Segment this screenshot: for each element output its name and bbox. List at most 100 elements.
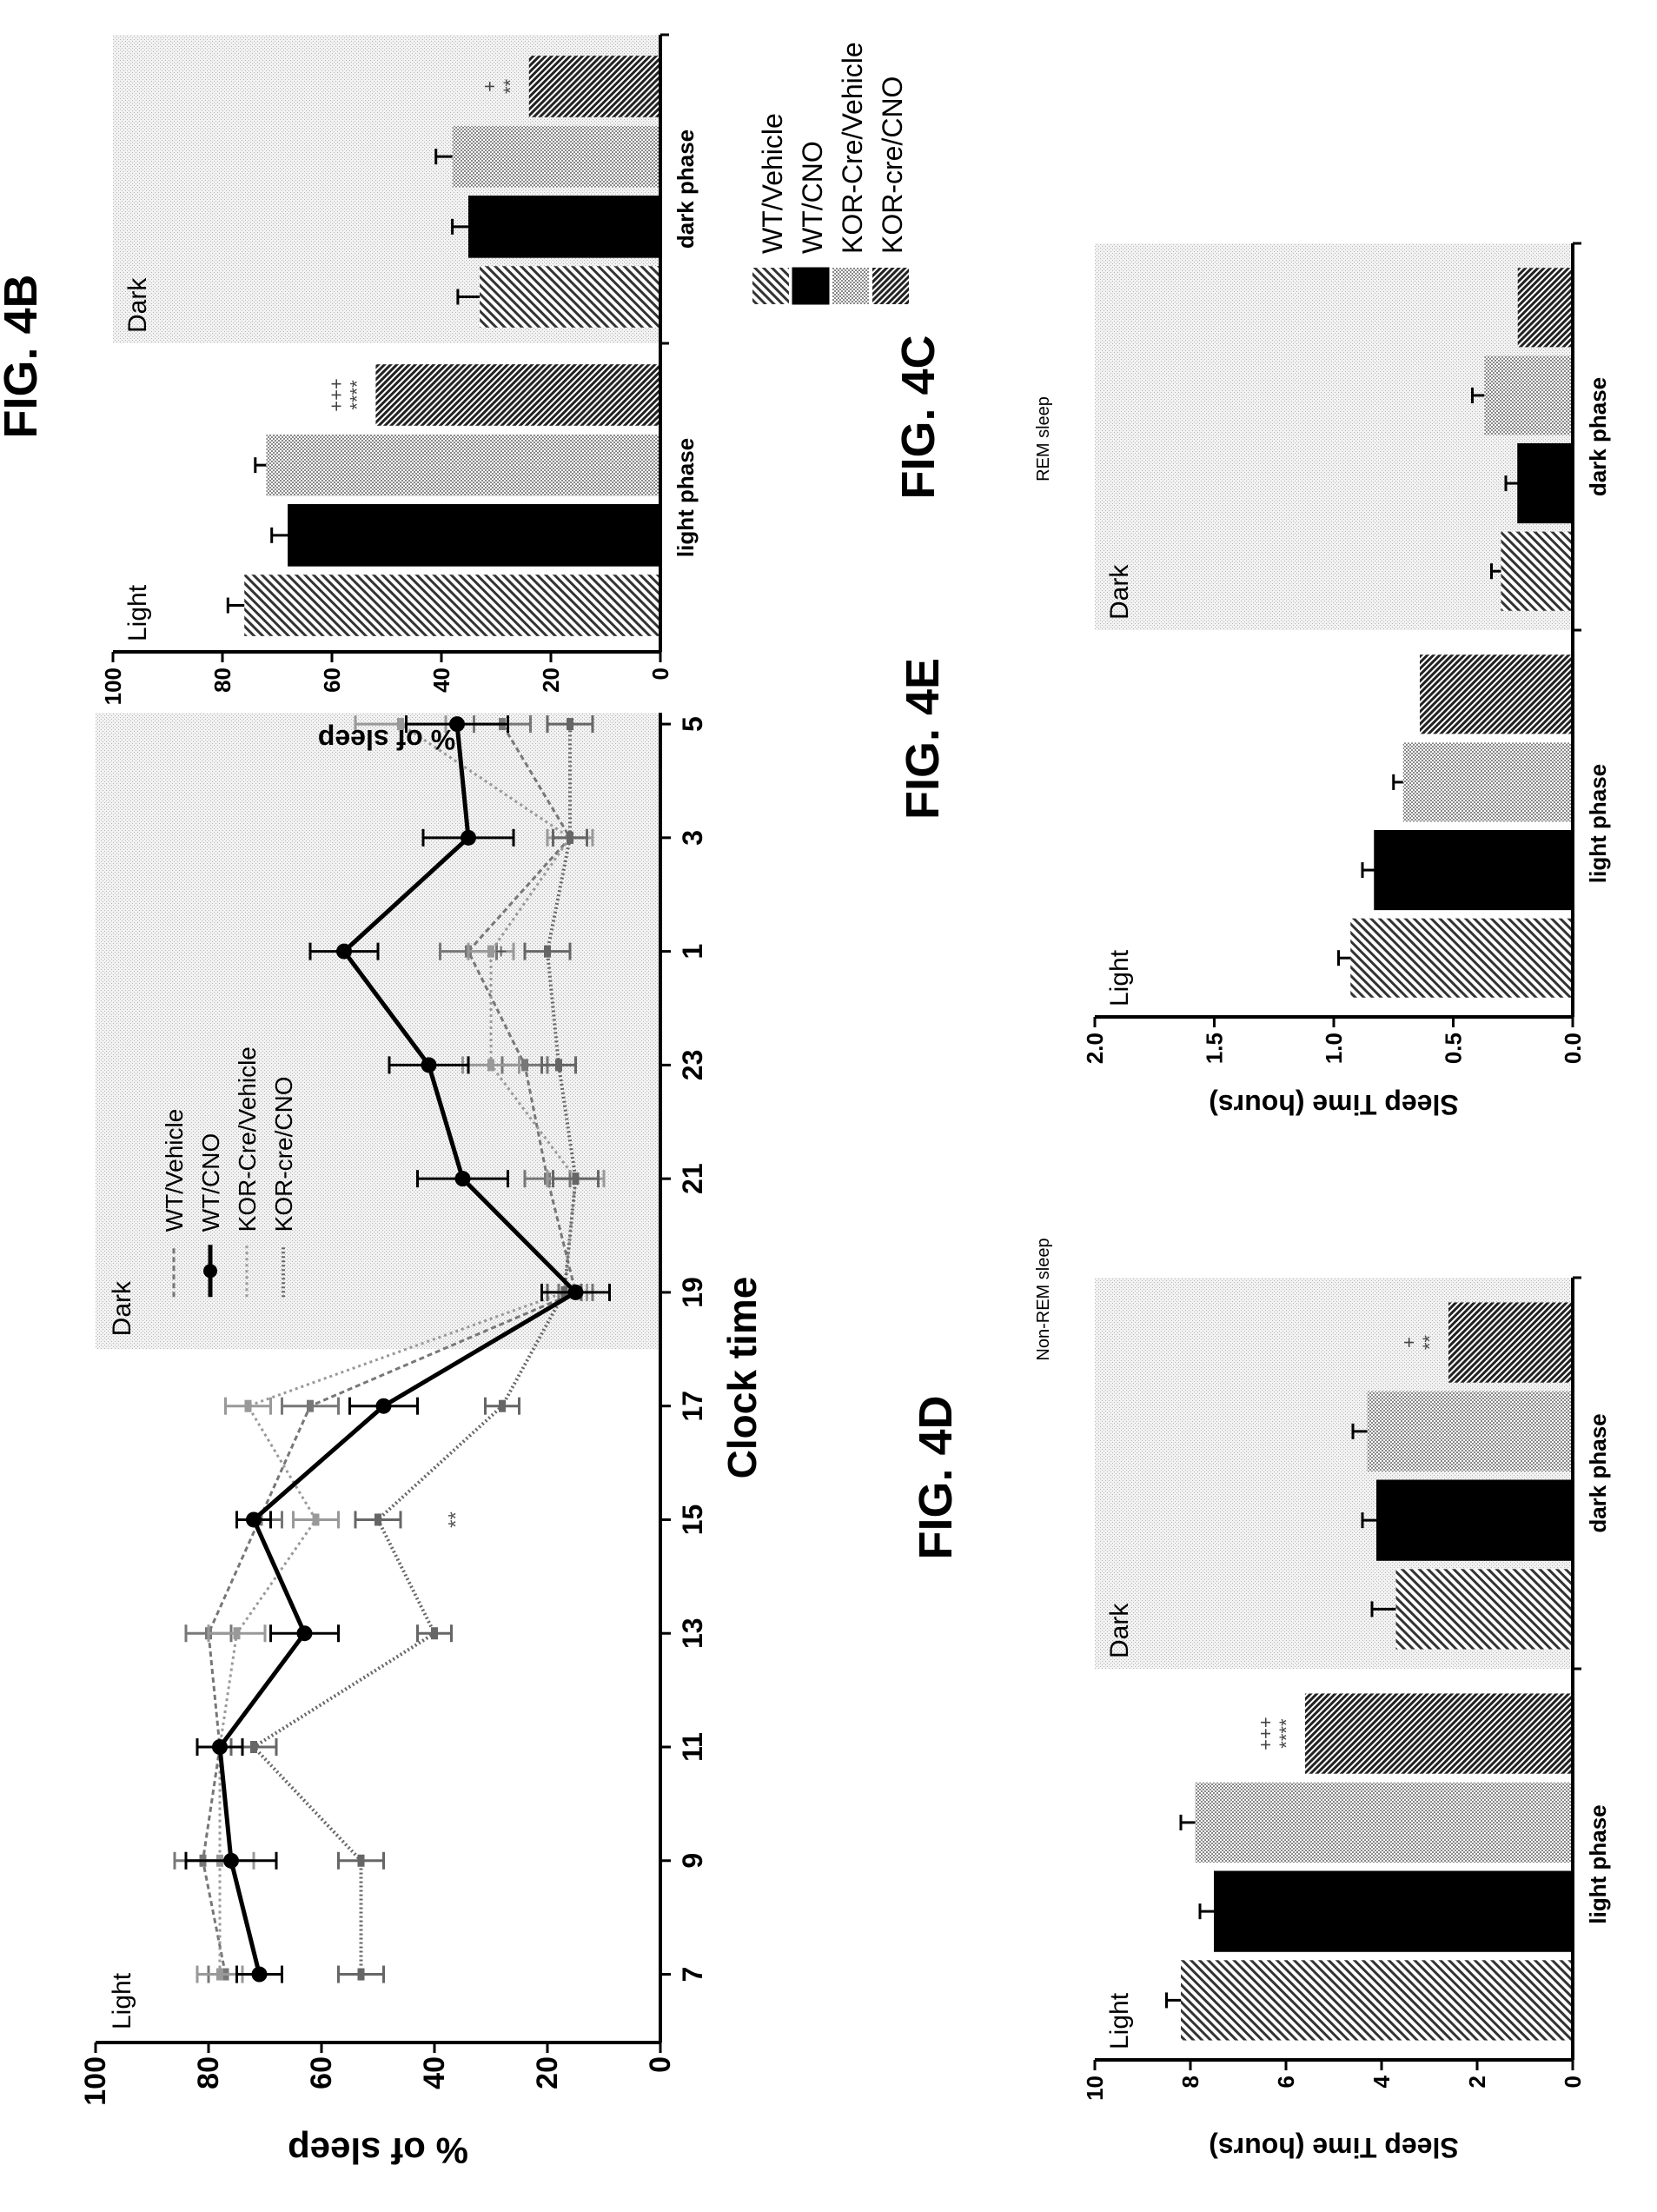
fig4b-data-point [555, 1059, 562, 1072]
fig4b-y-tick-label: 0 [644, 2056, 677, 2073]
fig4b-data-point [357, 1968, 365, 1981]
fig4e-category-label: dark phase [1585, 377, 1611, 496]
fig4c-y-tick-label: 40 [428, 668, 454, 693]
fig4c-y-tick-label: 60 [319, 668, 345, 693]
fig4b-x-tick-label: 23 [677, 1050, 708, 1081]
fig4b-data-point [374, 1513, 381, 1526]
fig4b-significance: ** [445, 1511, 468, 1528]
legend-swatch [752, 268, 789, 304]
fig4c-significance: +++ [325, 378, 347, 412]
fig4c-bar [468, 196, 661, 258]
fig4b-legend-label: KOR-cre/CNO [270, 1076, 297, 1232]
fig4d-bar [1305, 1693, 1573, 1774]
fig4b-x-tick-label: 15 [677, 1505, 708, 1536]
fig4c-y-tick-label: 0 [647, 668, 673, 680]
fig4d-y-tick-label: 2 [1464, 2076, 1490, 2088]
fig4b-data-point [461, 829, 476, 846]
fig4d-significance: **** [1276, 1718, 1297, 1749]
fig4e-category-label: light phase [1585, 764, 1611, 883]
fig4e-y-tick-label: 1.0 [1321, 1033, 1347, 1064]
fig4b-x-tick-label: 11 [677, 1732, 708, 1762]
fig4b-data-point [487, 1059, 494, 1072]
fig4c-dark-label: Dark [123, 277, 152, 333]
fig4b-x-tick-label: 19 [677, 1277, 708, 1308]
main-legend: WT/Vehicle WT/CNO KOR-Cre/Vehicle KOR-cre/C… [752, 42, 909, 305]
fig4b-data-point [454, 1171, 471, 1187]
fig4b-data-point [449, 716, 465, 733]
fig4e-bar [1402, 742, 1573, 822]
fig4b-data-point [212, 1739, 228, 1755]
fig4c-y-tick-label: 100 [100, 668, 126, 705]
fig4b-series-line [250, 724, 578, 1975]
fig4d-significance: + [1398, 1337, 1420, 1348]
fig4e-bar [1374, 829, 1574, 911]
fig4b-label: FIG. 4B [0, 274, 47, 438]
fig4d-bar [1367, 1391, 1573, 1471]
fig4c-significance: ** [500, 78, 521, 94]
fig4e-y-tick-label: 2.0 [1082, 1033, 1108, 1064]
fig4b-data-point [499, 1399, 506, 1412]
legend-label: KOR-cre/CNO [877, 76, 908, 254]
fig4e-light-label: Light [1105, 949, 1134, 1006]
fig4b-data-point [375, 1398, 392, 1414]
fig4e-bar [1420, 654, 1573, 734]
fig4b-data-point [307, 1399, 314, 1412]
fig4b-y-tick-label: 20 [531, 2056, 564, 2089]
fig4b-data-point [233, 1627, 241, 1640]
legend-swatch [872, 268, 909, 304]
fig4b-x-tick-label: 17 [677, 1391, 708, 1422]
fig4c-bar [528, 56, 660, 117]
fig4b-data-point [544, 945, 551, 958]
fig4c-bar [480, 266, 660, 328]
fig4c-bar [266, 434, 660, 496]
fig4b-data-point [567, 1284, 584, 1300]
fig4b-data-point [357, 1854, 365, 1867]
fig4d-dark-label: Dark [1105, 1603, 1134, 1658]
fig4b-legend-label: KOR-Cre/Vehicle [234, 1046, 261, 1232]
fig4d-y-tick-label: 10 [1082, 2076, 1108, 2101]
fig4c-light-label: Light [123, 584, 152, 641]
legend-swatch [792, 267, 830, 305]
legend-label: WT/CNO [797, 141, 828, 254]
fig4b-data-point [521, 1059, 528, 1072]
fig4b-data-point [421, 1057, 437, 1073]
fig4c-bar [375, 364, 660, 426]
fig4c-significance: + [479, 81, 500, 92]
fig4e-panel: FIG. 4E REM sleep Light Dark light phase da… [897, 242, 1611, 1120]
fig4b-legend-label: WT/CNO [197, 1133, 224, 1232]
fig4c-bar [452, 125, 660, 188]
fig4d-y-label: Sleep Time (hours) [1209, 2132, 1458, 2163]
fig4b-data-point [397, 718, 404, 731]
fig4d-significance: +++ [1255, 1717, 1276, 1750]
fig4e-bar [1484, 355, 1573, 435]
fig4b-data-point [246, 1511, 262, 1528]
fig4b-data-point [336, 943, 352, 960]
fig4e-dark-shade [1095, 243, 1573, 630]
fig4b-data-point [431, 1627, 438, 1640]
fig4b-legend-label: WT/Vehicle [161, 1109, 188, 1232]
fig4d-y-tick-label: 0 [1560, 2076, 1586, 2088]
fig4d-bar [1181, 1960, 1573, 2041]
fig4b-data-point [312, 1513, 320, 1526]
fig4b-x-tick-label: 9 [677, 1853, 708, 1869]
fig4e-y-tick-label: 1.5 [1202, 1033, 1228, 1064]
fig4b-light-label: Light [108, 1972, 136, 2029]
fig4b-x-label: Clock time [719, 1277, 765, 1479]
fig4e-subtitle: REM sleep [1034, 396, 1053, 482]
fig4b-x-tick-label: 13 [677, 1617, 708, 1649]
fig4d-label: FIG. 4D [910, 1395, 962, 1559]
fig4c-bar [244, 575, 660, 636]
fig4e-y-tick-label: 0.5 [1441, 1033, 1467, 1064]
fig4e-y-label: Sleep Time (hours) [1209, 1089, 1458, 1120]
fig4d-subtitle: Non-REM sleep [1034, 1238, 1053, 1360]
fig4d-bar [1195, 1782, 1573, 1863]
fig4b-x-tick-label: 3 [677, 830, 708, 846]
fig4e-bar [1501, 531, 1573, 611]
fig4d-y-tick-label: 4 [1369, 2075, 1395, 2088]
fig4d-bar [1448, 1302, 1573, 1383]
fig4e-bar [1517, 442, 1574, 524]
fig4e-y-tick-label: 0.0 [1560, 1033, 1586, 1064]
